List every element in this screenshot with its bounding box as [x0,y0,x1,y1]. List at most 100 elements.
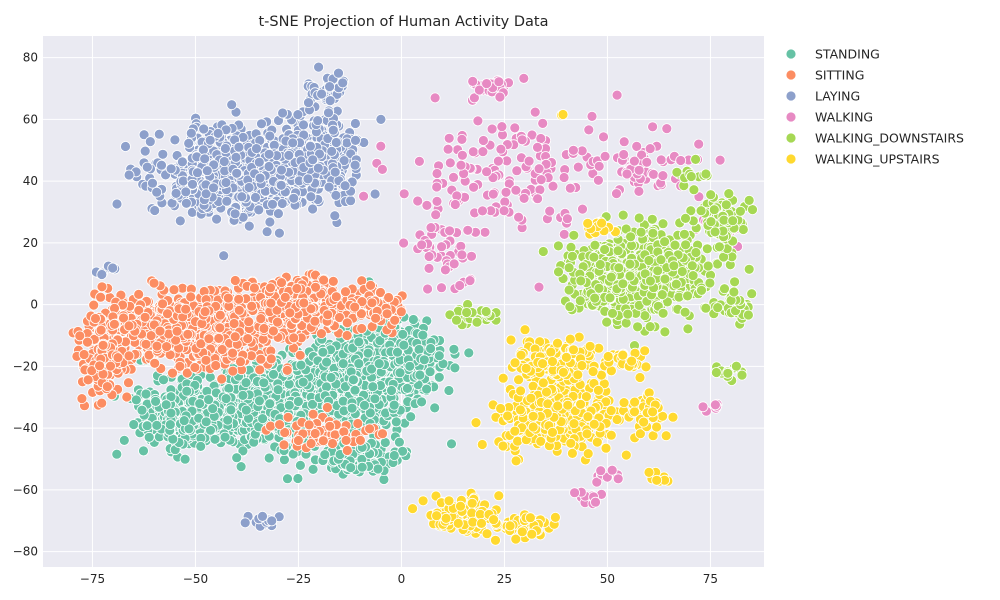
data-point [349,159,361,171]
data-point [284,307,296,319]
data-point [481,166,493,178]
data-point [265,297,277,309]
data-point [267,325,279,337]
data-point [292,109,304,120]
data-point [243,220,255,232]
data-point [325,372,337,383]
data-point [264,398,276,410]
data-point [210,360,222,371]
data-point [118,434,130,446]
data-point [218,156,230,167]
data-point [383,292,395,303]
data-point [246,300,258,312]
data-point [572,161,584,173]
data-point [177,175,189,187]
data-point [294,349,306,361]
data-point [462,224,474,236]
data-point [200,354,212,366]
data-point [381,308,393,320]
data-point [513,211,524,223]
data-point [372,463,384,475]
data-point [109,318,120,330]
data-point [250,192,261,203]
data-point [230,151,242,163]
data-point [710,399,721,411]
data-point [618,149,630,160]
data-point [272,384,284,396]
data-point [429,92,441,104]
data-points [67,61,758,546]
data-point [140,338,152,350]
data-point [356,323,368,334]
data-point [298,119,309,131]
data-point [330,137,342,148]
data-point [612,473,624,485]
data-point [149,205,161,216]
data-point [356,461,368,473]
data-point [229,208,241,220]
data-point [305,191,317,203]
data-point [558,172,570,183]
data-point [509,122,521,134]
data-point [226,99,238,111]
data-point [265,353,277,365]
data-point [312,162,324,174]
data-point [214,309,226,321]
data-point [283,149,295,161]
data-point [220,177,232,188]
data-point [315,328,327,340]
data-point [291,283,303,294]
data-point [266,515,278,527]
data-point [425,222,437,234]
data-point [123,320,135,332]
data-point [161,341,173,353]
data-point [136,404,148,416]
data-point [150,395,162,407]
data-point [240,404,252,416]
data-point [618,136,630,148]
data-point [633,164,645,176]
data-point [407,314,419,325]
data-point [675,155,687,166]
data-point [235,461,247,473]
data-point [333,67,344,79]
data-point [253,204,265,216]
data-point [192,167,203,179]
data-point [170,187,182,199]
data-point [295,359,307,371]
data-point [211,213,223,225]
data-point [390,416,402,428]
data-point [350,134,361,146]
data-point [349,384,361,396]
data-point [105,360,116,372]
data-point [279,291,291,303]
data-point [621,168,633,180]
data-point [123,169,135,181]
data-point [590,496,601,508]
data-point [349,301,361,313]
data-point [362,347,374,359]
data-point [287,137,299,149]
data-point [307,408,319,420]
data-point [213,332,225,344]
data-point [82,374,94,386]
data-point [275,179,287,191]
data-point [265,282,276,294]
data-point [486,123,498,135]
data-point [327,438,338,449]
data-point [376,163,388,175]
data-point [200,416,212,428]
data-point [329,166,341,178]
data-point [537,118,549,129]
data-point [535,133,547,144]
data-point [208,182,219,194]
data-point [195,440,207,452]
data-point [378,474,390,485]
data-point [422,283,434,295]
data-point [123,350,135,362]
data-point [373,358,385,370]
data-point [487,188,499,200]
data-point [341,445,353,456]
data-point [121,391,133,403]
data-point [337,395,349,407]
